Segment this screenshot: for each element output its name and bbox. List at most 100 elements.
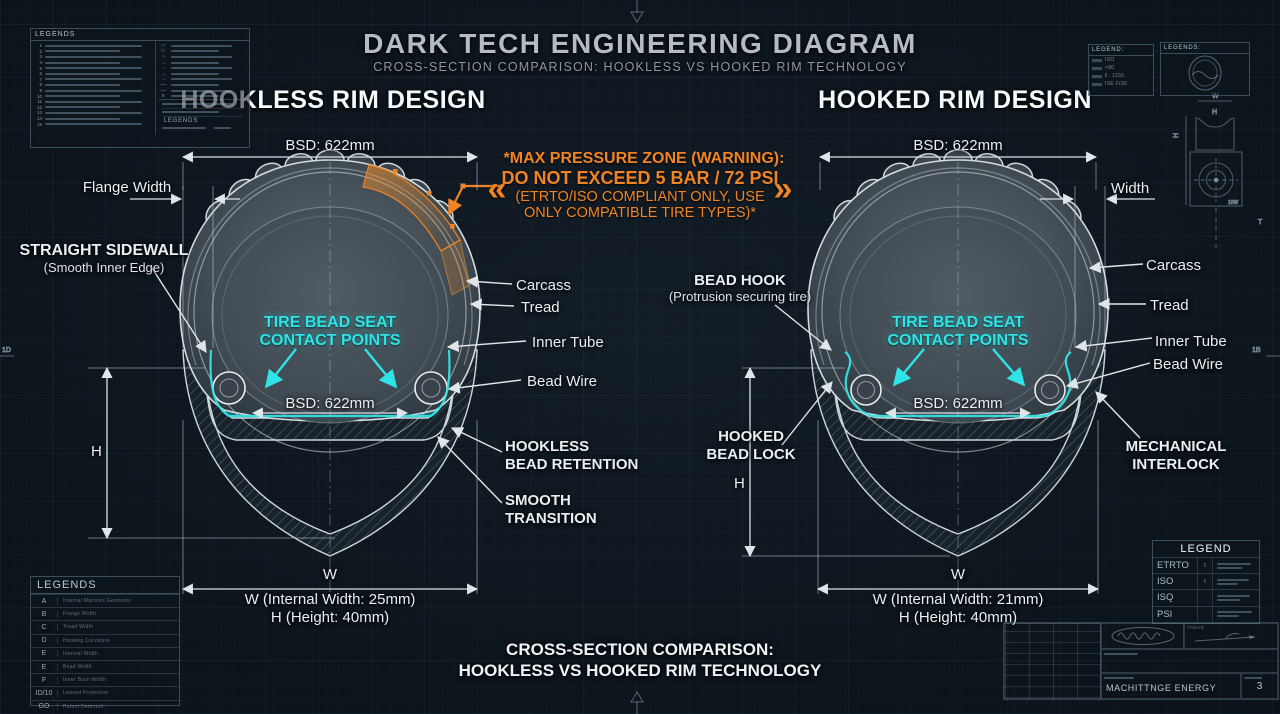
page-subtitle: CROSS-SECTION COMPARISON: HOOKLESS VS HO…: [373, 60, 907, 74]
smooth-transition-label-1: SMOOTH: [505, 492, 571, 509]
hookless-leaders: [151, 267, 527, 504]
hooked-bsd-top: BSD: 622mm: [913, 137, 1003, 154]
hooked-leaders: [774, 261, 1153, 446]
legend-num: 13: [36, 110, 42, 116]
hookless-dimensions: [101, 151, 479, 595]
hookless-bsd-seat: BSD: 622mm: [285, 395, 375, 412]
hookless-extension-lines: [88, 162, 478, 594]
tread-label: Tread: [521, 299, 560, 316]
legend-code: C: [31, 623, 58, 631]
legend-glyph-icon: —: [160, 81, 166, 88]
hooked-h-label: H: [734, 475, 745, 492]
legend-entry: ISE F(90: [1105, 81, 1128, 87]
legend-glyph-icon: →: [160, 70, 166, 77]
legend-num: 6: [39, 71, 42, 77]
hooked-w-spec: W (Internal Width: 21mm): [872, 591, 1044, 608]
product-name: MACHITTNGE ENERGY: [1106, 683, 1217, 693]
legend-swatch: [1092, 66, 1102, 70]
tread-label: Tread: [1150, 297, 1189, 314]
legend-code: D: [31, 637, 58, 645]
legend-num: [1197, 590, 1213, 606]
legend-box-bottom-right: LEGEND ETRTO 5 ISO 6 ISQ PSI: [1152, 540, 1260, 624]
legend-desc: Patent Detected: [63, 703, 104, 710]
legend-title: LEGEND:: [1089, 45, 1153, 56]
warning-line3: (ETRTO/ISO COMPLIANT ONLY, USE: [515, 189, 765, 205]
tread-knobs: [205, 149, 454, 227]
mini-h2-label: H: [1173, 133, 1180, 138]
tread-cell: TREAD: [1184, 623, 1278, 649]
sheet-cell: 3: [1241, 673, 1278, 699]
tread-sketch-icon: [1194, 633, 1256, 642]
legend-code: E: [31, 663, 58, 671]
smooth-transition-label-2: TRANSITION: [505, 510, 597, 527]
legend-footer-title: LEGENDS: [163, 117, 198, 124]
legend-title: LEGENDS: [31, 577, 179, 594]
legend-entry: ‖ : 1150: [1105, 73, 1125, 79]
legend-num: 4: [39, 60, 42, 66]
bead-hook-sub: (Protrusion securing tire): [668, 289, 812, 304]
hooked-rim-cross-section: [810, 349, 1106, 557]
legend-num: 9: [39, 88, 42, 94]
legend-num: [1197, 606, 1213, 622]
legend-swatch: [1092, 74, 1102, 78]
hookless-w-label: W: [322, 566, 338, 583]
mini-h-label: H: [1212, 109, 1217, 116]
legend-code: B: [31, 610, 58, 618]
legend-column-left: 1 2 3 4 5 6 7 8 9 10 11 12 13 14 15: [31, 41, 156, 135]
bead-wire-label: Bead Wire: [1153, 356, 1224, 373]
legend-code: PSI: [1157, 608, 1173, 620]
tire-sketch-icon: [1188, 55, 1222, 91]
bead-retention-label-2: BEAD RETENTION: [505, 456, 639, 473]
mechanical-interlock-label-1: MECHANICAL: [1125, 438, 1227, 455]
legend-glyph-icon: —: [160, 87, 166, 94]
width-label: Width: [1110, 180, 1150, 197]
logo-sketch: [1111, 627, 1174, 645]
contact-points-label-2: CONTACT POINTS: [887, 332, 1029, 349]
legend-code: ISO: [1157, 576, 1174, 588]
legend-title: LEGEND: [1180, 543, 1232, 555]
hooked-diagram: [742, 149, 1155, 600]
legend-box-top-left: LEGENDS 1 2 3 4 5 6 7 8 9 10 11 12 13 14…: [30, 28, 250, 148]
hooked-bsd-seat: BSD: 622mm: [913, 395, 1003, 412]
warning-line2: DO NOT EXCEED 5 BAR / 72 PSI: [501, 168, 779, 188]
legend-glyph-icon: ○: [161, 53, 165, 60]
tread-cell-label: TREAD: [1187, 625, 1205, 630]
hookless-rim-cross-section: [182, 349, 478, 557]
legend-glyph-icon: →: [160, 59, 166, 66]
legend-swatch: [1092, 58, 1102, 62]
legend-code: ID/10: [31, 689, 58, 697]
legend-num: 5: [39, 65, 42, 71]
hooked-extension-lines: [742, 162, 1106, 594]
legend-num: 3: [39, 54, 42, 60]
hookless-h-label: H: [91, 443, 102, 460]
legend-num: 6: [1197, 574, 1213, 590]
contact-points-label-2: CONTACT POINTS: [259, 332, 401, 349]
legend-num: 2: [39, 48, 42, 54]
chevron-left-icon: «: [487, 170, 507, 208]
hookless-h-spec: H (Height: 40mm): [270, 609, 390, 626]
legend-num: 14: [36, 116, 42, 122]
page-title: DARK TECH ENGINEERING DIAGRAM: [363, 28, 917, 59]
logo-cell: [1101, 623, 1184, 649]
edge-mark-right: 1B: [1252, 347, 1261, 354]
warning-line4: ONLY COMPATIBLE TIRE TYPES)*: [523, 205, 757, 221]
contact-point-arrows: [264, 348, 398, 389]
flange-width-label: Flange Width: [82, 179, 172, 196]
warning-line1: *MAX PRESSURE ZONE (WARNING):: [503, 150, 785, 167]
straight-sidewall-sub: (Smooth Inner Edge): [43, 260, 165, 275]
carcass-label: Carcass: [516, 277, 572, 294]
legend-glyph-icon: □: [161, 48, 165, 55]
straight-sidewall-label: STRAIGHT SIDEWALL: [19, 242, 189, 259]
chevron-right-icon: »: [773, 170, 793, 208]
legend-code: ETRTO: [1157, 560, 1189, 572]
legend-title: LEGENDS:: [1161, 43, 1249, 54]
bead-lock-label-1: HOOKED: [718, 428, 784, 445]
footer-title-2: HOOKLESS VS HOOKED RIM TECHNOLOGY: [458, 661, 822, 680]
legend-glyph-icon: □: [161, 42, 165, 49]
legend-code: GO: [31, 703, 58, 711]
legend-desc: Internal Matrices Geometry: [63, 598, 132, 605]
legend-glyph-icon: ≡: [161, 93, 165, 100]
bead-lock-label-2: BEAD LOCK: [706, 446, 796, 463]
legend-glyph-icon: →: [160, 65, 166, 72]
